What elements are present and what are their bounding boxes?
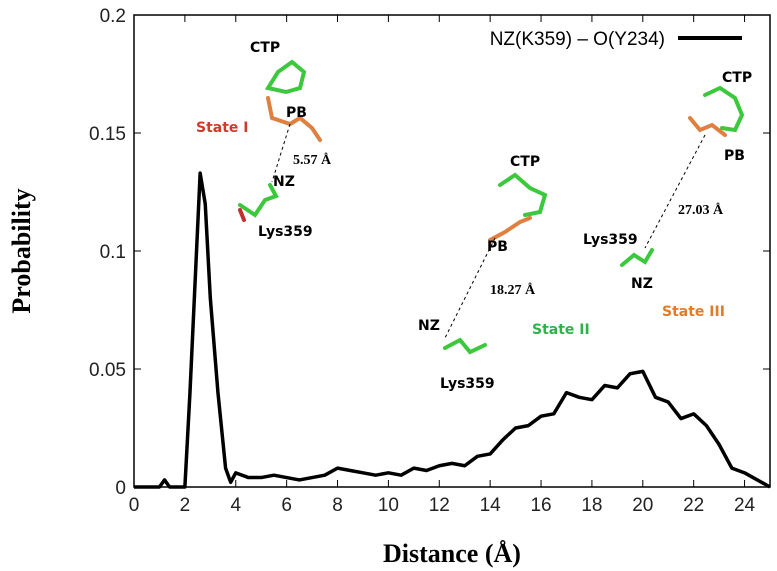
y-axis-title: Probability [7, 188, 36, 313]
x-tick-label: 8 [332, 495, 343, 516]
molecule-state-2 [443, 172, 548, 355]
annotation: Lys359 [440, 376, 495, 392]
y-tick-label: 0.15 [89, 124, 126, 145]
x-tick-label: 10 [378, 495, 399, 516]
annotation: NZ [631, 276, 653, 292]
x-tick-label: 14 [480, 495, 502, 516]
molecule-state-3 [620, 85, 745, 267]
annotation: CTP [510, 154, 540, 170]
x-tick-label: 24 [734, 495, 756, 516]
annotation: NZ [273, 174, 295, 190]
annotation: 5.57 Å [293, 152, 332, 168]
annotation: PB [487, 239, 508, 255]
x-tick-label: 6 [281, 495, 292, 516]
x-tick-label: 20 [632, 495, 653, 516]
annotation: 27.03 Å [678, 202, 724, 218]
distance-line [443, 237, 496, 341]
x-tick-label: 0 [129, 495, 140, 516]
data-line [134, 171, 771, 489]
molecule-state-1 [238, 59, 322, 222]
x-tick-label: 22 [683, 495, 704, 516]
annotation: State II [532, 322, 590, 338]
y-tick-label: 0.1 [100, 242, 126, 263]
x-tick-label: 2 [180, 495, 191, 516]
annotation: CTP [722, 70, 752, 86]
x-axis-title: Distance (Å) [383, 539, 521, 568]
annotation: State III [662, 304, 725, 320]
annotation: CTP [250, 40, 280, 56]
y-tick-label: 0 [115, 478, 126, 499]
legend-label: NZ(K359) – O(Y234) [490, 29, 665, 50]
annotation: PB [724, 148, 745, 164]
y-tick-label: 0.2 [100, 6, 126, 27]
plot-frame [133, 14, 771, 488]
distance-line [271, 123, 291, 183]
distance-line [644, 134, 706, 249]
y-tick-label: 0.05 [89, 360, 126, 381]
annotation: State I [196, 120, 249, 136]
x-tick-label: 12 [429, 495, 450, 516]
annotation: 18.27 Å [490, 282, 536, 298]
annotation: Lys359 [583, 232, 638, 248]
x-tick-label: 16 [530, 495, 551, 516]
annotation: Lys359 [258, 224, 313, 240]
annotation: PB [286, 105, 307, 121]
annotation: NZ [418, 318, 440, 334]
x-tick-label: 18 [581, 495, 602, 516]
x-tick-label: 4 [230, 495, 241, 516]
